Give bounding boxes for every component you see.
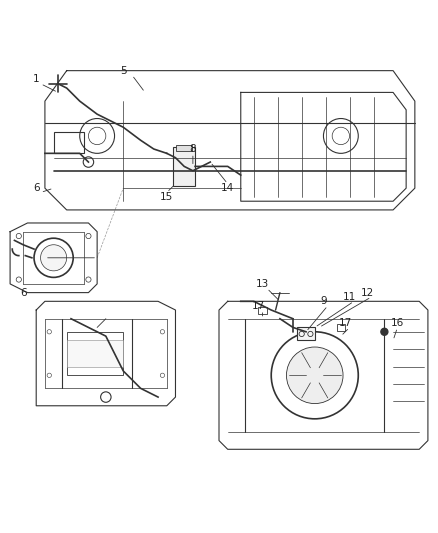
Bar <box>67 341 123 367</box>
Circle shape <box>381 328 388 335</box>
Text: 9: 9 <box>320 296 327 306</box>
Text: 13: 13 <box>256 279 269 289</box>
Bar <box>177 144 192 151</box>
Text: 15: 15 <box>160 192 173 202</box>
Text: 8: 8 <box>190 144 196 154</box>
Text: 17: 17 <box>251 301 265 311</box>
Text: 14: 14 <box>221 183 234 193</box>
Text: 17: 17 <box>339 318 352 328</box>
Bar <box>173 147 195 186</box>
Text: 5: 5 <box>120 66 127 76</box>
Bar <box>297 327 315 341</box>
Circle shape <box>41 245 67 271</box>
Text: 6: 6 <box>20 288 26 297</box>
Bar <box>67 332 123 375</box>
Text: 11: 11 <box>343 292 356 302</box>
Circle shape <box>286 347 343 403</box>
Text: 1: 1 <box>33 75 39 84</box>
Text: 6: 6 <box>33 183 39 193</box>
Text: 16: 16 <box>391 318 404 328</box>
Bar <box>258 306 267 313</box>
Bar <box>53 132 84 154</box>
Bar <box>336 324 345 331</box>
Text: 12: 12 <box>360 288 374 297</box>
